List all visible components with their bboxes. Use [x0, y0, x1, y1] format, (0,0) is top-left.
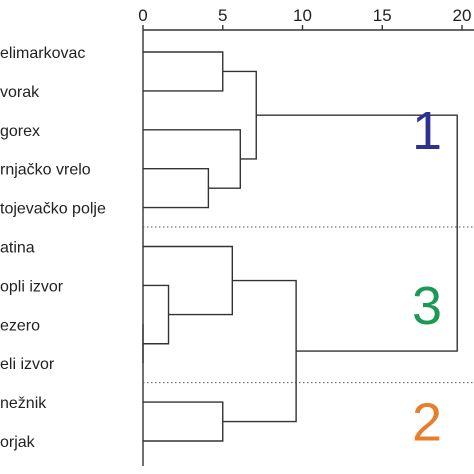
- leaf-label: elimarkovac: [0, 45, 85, 62]
- leaf-label: vorak: [0, 84, 40, 101]
- leaf-label: gorex: [0, 123, 40, 140]
- dendrogram-link: [222, 70, 257, 160]
- leaf-label: nežnik: [0, 395, 47, 412]
- dendrogram-link: [143, 168, 210, 209]
- cluster-labels: 1 3 2: [412, 101, 442, 453]
- x-tick-label: 20: [453, 6, 472, 25]
- x-tick-label: 15: [373, 6, 392, 25]
- cluster-separators: [143, 226, 474, 384]
- x-tick-label: 10: [293, 6, 312, 25]
- dendrogram-link: [143, 284, 170, 345]
- leaf-labels: elimarkovac vorak gorex rnjačko vrelo tojeva…: [0, 45, 106, 451]
- leaf-label: atina: [0, 240, 35, 257]
- leaf-label: tojevačko polje: [0, 201, 106, 218]
- dendrogram-link: [143, 245, 234, 316]
- dendrogram-link: [222, 279, 297, 423]
- x-axis: 0 5 10 15 20: [138, 6, 474, 466]
- leaf-label: rnjačko vrelo: [0, 162, 91, 179]
- x-tick-label: 0: [138, 6, 147, 25]
- dendrogram-link: [143, 129, 241, 189]
- cluster-label: 1: [412, 101, 442, 161]
- leaf-label: orjak: [0, 434, 36, 451]
- leaf-label: opli izvor: [0, 278, 64, 295]
- cluster-label: 3: [412, 276, 442, 336]
- x-tick-label: 5: [218, 6, 227, 25]
- dendrogram-link: [143, 51, 224, 92]
- cluster-label: 2: [412, 393, 442, 453]
- dendrogram-links: [142, 51, 458, 442]
- leaf-label: ezero: [0, 317, 40, 334]
- leaf-label: eli izvor: [0, 356, 55, 373]
- dendrogram-link: [143, 401, 224, 442]
- dendrogram-link: [256, 114, 458, 352]
